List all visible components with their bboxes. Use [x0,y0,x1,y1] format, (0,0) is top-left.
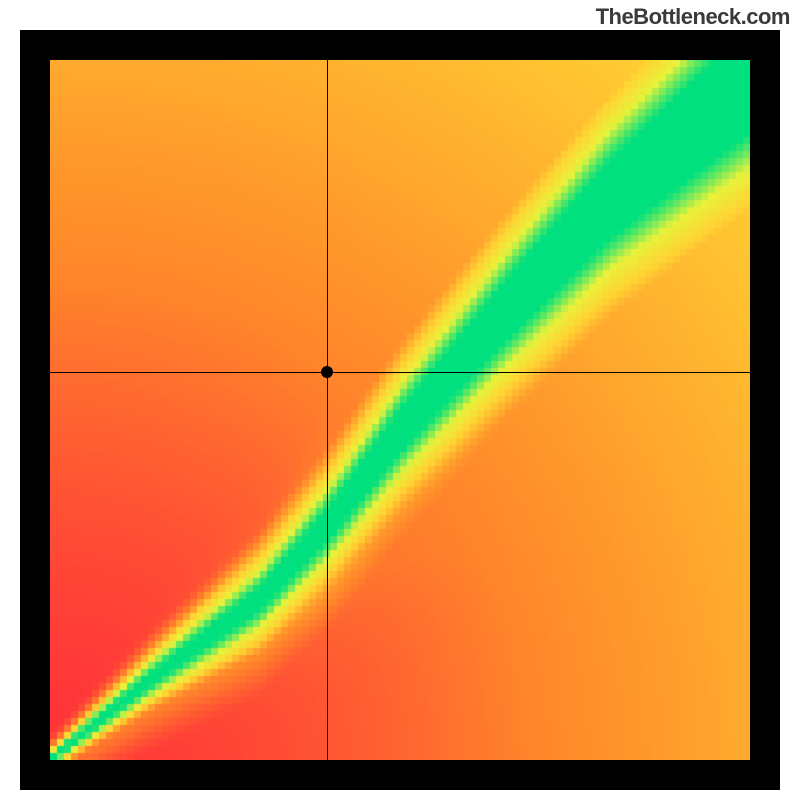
watermark-text: TheBottleneck.com [596,4,790,30]
heatmap-canvas [50,60,750,760]
root: TheBottleneck.com [0,0,800,800]
data-point [321,366,333,378]
plot-frame [20,30,780,790]
crosshair-horizontal [50,372,750,373]
crosshair-vertical [327,60,328,760]
